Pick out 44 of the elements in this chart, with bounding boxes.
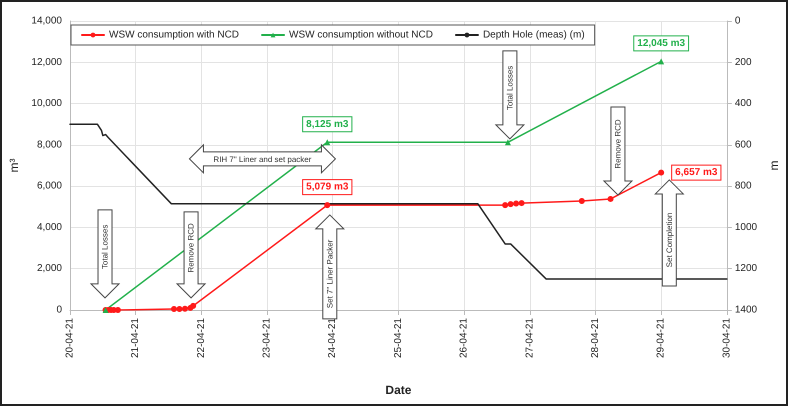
y2-tick-label: 200 [734, 56, 752, 68]
legend-label: WSW consumption without NCD [289, 30, 433, 40]
legend-label: Depth Hole (meas) (m) [482, 30, 585, 40]
x-tick-label: 23-04-21 [262, 318, 273, 358]
x-tick-label: 24-04-21 [327, 318, 338, 358]
annotation: Set 7" Liner Packer [325, 239, 334, 308]
x-tick-label: 21-04-21 [130, 318, 142, 358]
y2-tick-label: 1000 [734, 222, 758, 233]
y-tick-label: 8,000 [36, 139, 62, 150]
x-tick-label: 29-04-21 [656, 318, 667, 358]
y-tick-label: 12,000 [31, 56, 62, 68]
annotation: RIH 7" Liner and set packer [213, 154, 312, 164]
annotation: Total Losses [100, 224, 110, 270]
x-tick-label: 28-04-21 [590, 318, 601, 358]
y-tick-label: 14,000 [31, 16, 62, 26]
x-tick-label: 25-04-21 [392, 318, 404, 358]
legend-label: WSW consumption with NCD [109, 30, 240, 40]
y2-tick-label: 1200 [734, 263, 758, 274]
y2-tick-label: 0 [734, 16, 741, 26]
y2-axis-title: m [767, 160, 781, 170]
x-tick-label: 30-04-21 [721, 318, 732, 358]
x-tick-label: 27-04-21 [524, 318, 536, 358]
x-tick-label: 22-04-21 [196, 318, 207, 358]
y2-tick-label: 1400 [734, 304, 758, 316]
y-tick-label: 4,000 [36, 222, 62, 233]
annotation: Total Losses [505, 66, 514, 110]
y-tick-label: 2,000 [36, 263, 62, 274]
x-tick-label: 20-04-21 [64, 318, 76, 358]
x-axis-title: Date [385, 383, 412, 397]
annotation: Set Completion [664, 212, 674, 268]
annotation: Remove RCD [186, 222, 196, 273]
y-tick-label: 0 [56, 304, 62, 316]
x-tick-label: 26-04-21 [458, 318, 470, 358]
data-label: 6,657 m3 [675, 167, 718, 178]
y2-tick-label: 400 [734, 98, 752, 110]
y-tick-label: 10,000 [31, 98, 62, 110]
data-label: 5,079 m3 [306, 182, 349, 193]
y2-tick-label: 800 [734, 180, 752, 192]
y-axis-title: m³ [7, 158, 21, 172]
data-label: 8,125 m3 [306, 118, 349, 130]
data-label: 12,045 m3 [637, 38, 686, 49]
y2-tick-label: 600 [734, 139, 752, 150]
y-tick-label: 6,000 [36, 180, 62, 192]
annotation: Remove RCD [613, 119, 622, 169]
